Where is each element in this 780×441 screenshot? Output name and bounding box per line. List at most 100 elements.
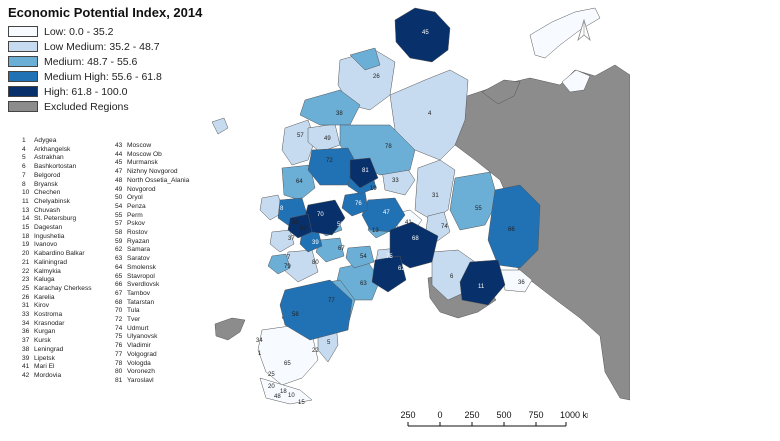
region-pskov (281, 119, 316, 166)
region-name: Kursk (34, 337, 51, 345)
map-label: 15 (298, 400, 305, 405)
region-name: St. Petersburg (34, 215, 77, 223)
region-list-item: 77 Volgograd (115, 351, 189, 360)
region-code: 19 (22, 241, 30, 249)
region-code: 64 (115, 263, 123, 271)
map-label: 55 (475, 206, 482, 212)
map-label: 44 (325, 189, 332, 195)
region-name: Sverdlovsk (127, 281, 160, 289)
region-tatarstan (389, 221, 439, 269)
region-murmansk-margin (349, 47, 381, 71)
map-label: 77 (328, 298, 335, 304)
region-name: Lipetsk (34, 354, 55, 362)
region-code: 26 (22, 293, 30, 301)
map-label: 66 (508, 227, 515, 233)
region-code: 18 (22, 232, 30, 240)
region-list-item: 26 Karelia (22, 294, 92, 303)
region-list-item: 38 Leningrad (22, 346, 92, 355)
region-name: North Ossetia_Alania (127, 176, 190, 184)
region-list-item: 31 Kirov (22, 302, 92, 311)
map-label: 11 (478, 284, 485, 290)
region-kirov (414, 159, 456, 221)
region-name: Nizhny Novgorod (127, 168, 178, 176)
region-excluded-east (454, 64, 630, 401)
region-name: Karelia (34, 293, 55, 301)
region-kaliningrad (211, 117, 229, 135)
legend-item-low: Low: 0.0 - 35.2 (8, 24, 162, 39)
scale-tick-label: 250 (464, 410, 479, 420)
legend-item-medium-high: Medium High: 55.6 - 61.8 (8, 69, 162, 84)
region-low-kurgan (499, 269, 533, 293)
region-code: 68 (115, 298, 123, 306)
region-list-item: 50 Oryol (115, 194, 189, 203)
region-list-item: 39 Lipetsk (22, 355, 92, 364)
region-low-caucasus (259, 377, 313, 405)
region-list-item: 68 Tatarstan (115, 299, 189, 308)
region-code: 36 (22, 328, 30, 336)
region-code: 5 (22, 154, 26, 162)
map-label: 25 (268, 372, 275, 378)
region-name: Oryol (127, 194, 143, 202)
region-name: Penza (127, 202, 146, 210)
map-label: 70 (317, 212, 324, 218)
region-code: 39 (22, 354, 30, 362)
region-code: 50 (115, 194, 123, 202)
map-label: 7 (287, 255, 291, 261)
region-smolensk (281, 164, 316, 201)
region-code: 43 (115, 142, 123, 149)
region-code: 77 (115, 350, 123, 358)
map-label: 20 (268, 384, 275, 390)
region-list-item: 66 Sverdlovsk (115, 281, 189, 290)
region-code: 54 (115, 202, 123, 210)
region-name: Kirov (34, 302, 50, 310)
region-name: Kaliningrad (34, 258, 67, 266)
region-name: Mordovia (34, 371, 62, 379)
map-label: 48 (274, 394, 281, 400)
map-label: 81 (362, 168, 369, 174)
region-name: Arkhangelsk (34, 145, 71, 153)
map-label: 65 (284, 361, 291, 367)
map-label: 62 (398, 266, 405, 272)
region-code: 48 (115, 176, 123, 184)
region-name: Perm (127, 211, 143, 219)
region-list-item: 33 Kostroma (22, 311, 92, 320)
region-code: 42 (22, 371, 30, 379)
legend-swatch (8, 41, 38, 52)
legend-label: High: 61.8 - 100.0 (44, 85, 128, 98)
region-code: 20 (22, 250, 30, 258)
region-sverdlovsk (487, 184, 541, 269)
region-tambov (315, 237, 345, 263)
region-code: 14 (22, 215, 30, 223)
region-name: Ryazan (127, 237, 150, 245)
region-code: 38 (22, 345, 30, 353)
region-kursk (269, 229, 295, 253)
region-list-item: 7 Belgorod (22, 172, 92, 181)
region-name: Volgograd (127, 350, 157, 358)
region-excluded-crimea (214, 317, 246, 341)
region-code: 23 (22, 276, 30, 284)
map-label: 34 (256, 338, 263, 344)
region-list-item: 54 Penza (115, 203, 189, 212)
region-list-item: 62 Samara (115, 246, 189, 255)
region-list-item: 5 Astrakhan (22, 154, 92, 163)
region-name: Vologda (127, 359, 151, 367)
region-list-item: 13 Chuvash (22, 207, 92, 216)
region-code: 70 (115, 307, 123, 315)
region-name: Chelyabinsk (34, 197, 70, 205)
map-label: 58 (292, 312, 299, 318)
region-name: Ivanovo (34, 241, 58, 249)
region-name: Bashkortostan (34, 163, 77, 171)
region-code: 74 (115, 324, 123, 332)
map-label: 49 (324, 136, 331, 142)
region-list-item: 20 Kabardino Balkar (22, 250, 92, 259)
region-code: 62 (115, 246, 123, 254)
scale-tick-label: 0 (437, 410, 442, 420)
map-label: 74 (441, 224, 448, 230)
region-name: Smolensk (127, 263, 156, 271)
region-list-item: 57 Pskov (115, 220, 189, 229)
region-karelia (337, 49, 396, 111)
legend-label: Medium High: 55.6 - 61.8 (44, 70, 162, 83)
scale-tick-label: 500 (496, 410, 511, 420)
map-label: 45 (422, 30, 429, 36)
